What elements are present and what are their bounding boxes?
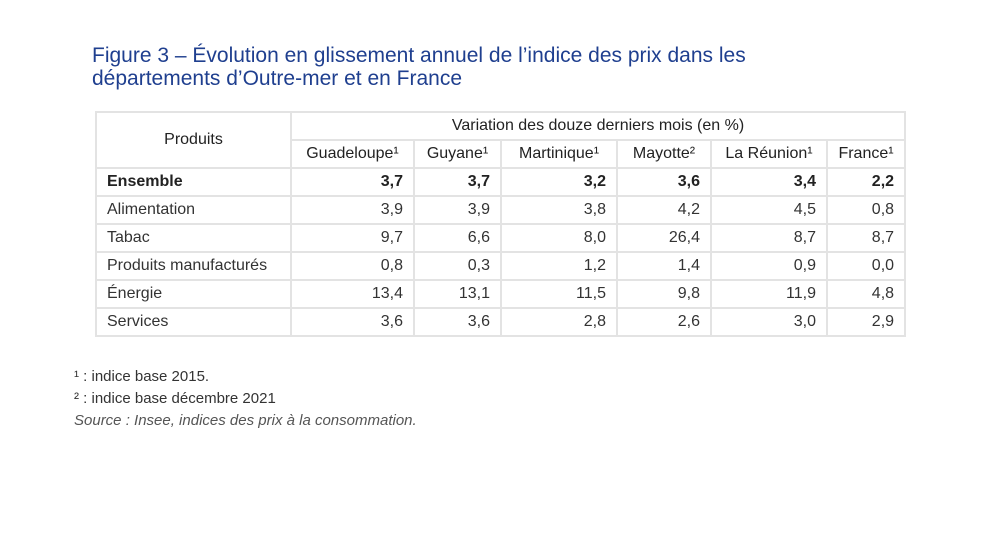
cell-la-reunion: 0,9 bbox=[710, 251, 828, 281]
cell-la-reunion: 8,7 bbox=[710, 223, 828, 253]
cell-la-reunion: 4,5 bbox=[710, 195, 828, 225]
header-france: France¹ bbox=[825, 139, 907, 169]
table-row-energie: Énergie 13,4 13,1 11,5 9,8 11,9 4,8 bbox=[95, 279, 907, 309]
source-note: Source : Insee, indices des prix à la co… bbox=[74, 412, 417, 429]
table-row-produits-manufactures: Produits manufacturés 0,8 0,3 1,2 1,4 0,… bbox=[95, 251, 907, 281]
footnote-2: ² : indice base décembre 2021 bbox=[74, 390, 276, 407]
cell-mayotte: 9,8 bbox=[616, 279, 712, 309]
header-row-2: Guadeloupe¹ Guyane¹ Martinique¹ Mayotte²… bbox=[96, 139, 907, 169]
cell-guadeloupe: 0,8 bbox=[290, 251, 415, 281]
cell-guadeloupe: 13,4 bbox=[290, 279, 415, 309]
row-label: Énergie bbox=[95, 279, 292, 309]
cell-martinique: 2,8 bbox=[500, 307, 618, 337]
cell-la-reunion: 11,9 bbox=[710, 279, 828, 309]
table-row-tabac: Tabac 9,7 6,6 8,0 26,4 8,7 8,7 bbox=[95, 223, 907, 253]
cell-martinique: 8,0 bbox=[500, 223, 618, 253]
cell-mayotte: 4,2 bbox=[616, 195, 712, 225]
header-row-1: Produits Variation des douze derniers mo… bbox=[95, 111, 907, 169]
cell-guyane: 13,1 bbox=[413, 279, 502, 309]
cell-mayotte: 1,4 bbox=[616, 251, 712, 281]
row-label: Services bbox=[95, 307, 292, 337]
header-variation: Variation des douze derniers mois (en %) bbox=[289, 111, 907, 141]
header-guadeloupe: Guadeloupe¹ bbox=[290, 139, 415, 169]
header-la-reunion: La Réunion¹ bbox=[710, 139, 828, 169]
cell-guyane: 6,6 bbox=[413, 223, 502, 253]
row-label: Produits manufacturés bbox=[95, 251, 292, 281]
cell-martinique: 3,8 bbox=[500, 195, 618, 225]
table-row-alimentation: Alimentation 3,9 3,9 3,8 4,2 4,5 0,8 bbox=[95, 195, 907, 225]
cell-guadeloupe: 3,9 bbox=[290, 195, 415, 225]
price-index-table: Produits Variation des douze derniers mo… bbox=[95, 111, 907, 337]
header-mayotte: Mayotte² bbox=[616, 139, 712, 169]
cell-martinique: 3,2 bbox=[500, 167, 618, 197]
cell-france: 8,7 bbox=[825, 223, 907, 253]
row-label: Ensemble bbox=[95, 167, 292, 197]
table-row-ensemble: Ensemble 3,7 3,7 3,2 3,6 3,4 2,2 bbox=[95, 167, 907, 197]
cell-mayotte: 2,6 bbox=[616, 307, 712, 337]
cell-la-reunion: 3,4 bbox=[710, 167, 828, 197]
cell-france: 4,8 bbox=[825, 279, 907, 309]
cell-france: 2,2 bbox=[825, 167, 907, 197]
header-martinique: Martinique¹ bbox=[500, 139, 618, 169]
figure-title-line-2: départements d’Outre-mer et en France bbox=[92, 67, 463, 90]
cell-mayotte: 26,4 bbox=[616, 223, 712, 253]
cell-guadeloupe: 3,7 bbox=[290, 167, 415, 197]
cell-guadeloupe: 3,6 bbox=[290, 307, 415, 337]
cell-la-reunion: 3,0 bbox=[710, 307, 828, 337]
cell-guyane: 0,3 bbox=[413, 251, 502, 281]
cell-guadeloupe: 9,7 bbox=[290, 223, 415, 253]
cell-france: 0,8 bbox=[825, 195, 907, 225]
cell-martinique: 1,2 bbox=[500, 251, 618, 281]
table-row-services: Services 3,6 3,6 2,8 2,6 3,0 2,9 bbox=[95, 307, 907, 337]
header-guyane: Guyane¹ bbox=[413, 139, 502, 169]
figure-title-line-1: Figure 3 – Évolution en glissement annue… bbox=[92, 44, 746, 67]
figure-title: Figure 3 – Évolution en glissement annue… bbox=[92, 44, 952, 90]
table-notes: ¹ : indice base 2015. ² : indice base dé… bbox=[74, 366, 417, 432]
row-label: Alimentation bbox=[95, 195, 292, 225]
table-header: Produits Variation des douze derniers mo… bbox=[95, 111, 907, 169]
cell-guyane: 3,9 bbox=[413, 195, 502, 225]
cell-guyane: 3,6 bbox=[413, 307, 502, 337]
cell-france: 0,0 bbox=[825, 251, 907, 281]
header-produits: Produits bbox=[95, 111, 292, 169]
cell-guyane: 3,7 bbox=[413, 167, 502, 197]
row-label: Tabac bbox=[95, 223, 292, 253]
table-body: Ensemble 3,7 3,7 3,2 3,6 3,4 2,2 Aliment… bbox=[95, 167, 907, 337]
cell-france: 2,9 bbox=[825, 307, 907, 337]
footnote-1: ¹ : indice base 2015. bbox=[74, 368, 210, 385]
cell-mayotte: 3,6 bbox=[616, 167, 712, 197]
cell-martinique: 11,5 bbox=[500, 279, 618, 309]
